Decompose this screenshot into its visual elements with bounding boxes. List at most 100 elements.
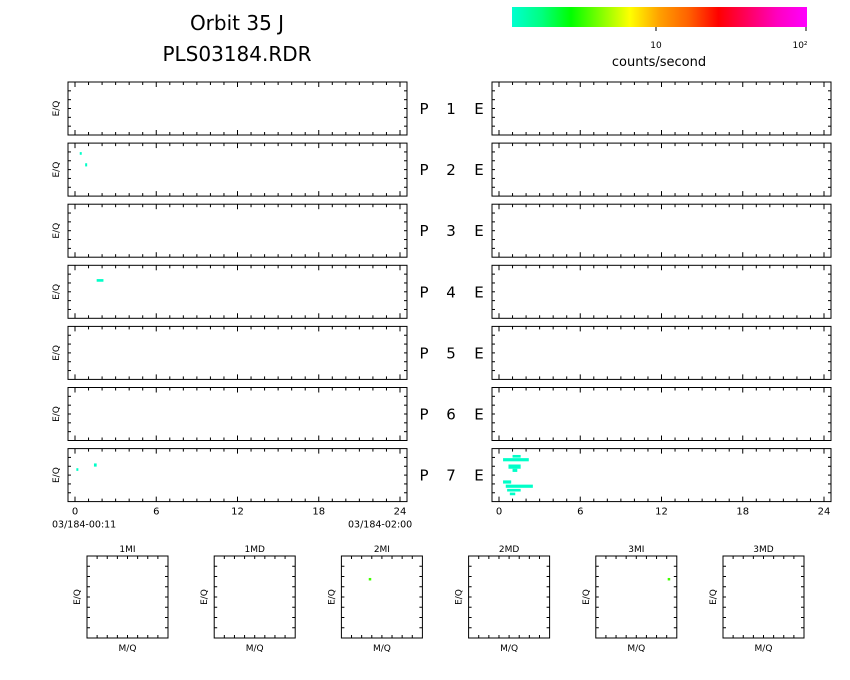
x-tick-label-right: 0: [496, 507, 502, 518]
panel-row-5: E/Q P 5 E: [52, 325, 832, 380]
ylabel-e-q: E/Q: [52, 467, 62, 483]
mq-ylabel: E/Q: [455, 589, 465, 605]
mq-xlabel: M/Q: [500, 644, 518, 654]
panel-row-7: E/Q P 7 E 0 0 6 6 12 12 18 18 24 24 03/184-00:11 03/184…: [52, 448, 832, 531]
left-panel-frame: [67, 387, 408, 441]
panel-letter-e: E: [474, 283, 483, 301]
panel-letter-p: P: [419, 344, 428, 362]
panel-letter-e: E: [474, 161, 483, 179]
right-panel-frame: [491, 264, 832, 319]
right-panel-ticks: [492, 387, 831, 441]
data-mark-right: [508, 464, 521, 469]
ylabel-e-q: E/Q: [52, 345, 62, 361]
mq-ylabel: E/Q: [327, 589, 337, 605]
mq-data-mark: [667, 577, 671, 581]
mq-xlabel: M/Q: [119, 644, 137, 654]
mq-ylabel: E/Q: [200, 589, 210, 605]
colorbar-tick-label-10: 10: [650, 41, 662, 51]
time-panels: E/Q P 1 EE/Q P 2 EE/Q P 3 EE/Q P 4 EE/Q P 5 EE/Q P 6 EE/Q P…: [52, 81, 832, 531]
figure-subtitle: PLS03184.RDR: [162, 42, 311, 66]
panel-number: 6: [446, 406, 456, 424]
left-panel-frame: [67, 203, 408, 258]
panel-row-2: E/Q P 2 E: [52, 142, 832, 197]
right-panel-frame: [491, 448, 832, 503]
panel-letter-p: P: [419, 406, 428, 424]
figure-title: Orbit 35 J: [190, 11, 284, 35]
panel-letter-p: P: [419, 222, 428, 240]
mq-panel-ticks: [341, 556, 423, 638]
panel-row-4: E/Q P 4 E: [52, 264, 832, 319]
colorbar: [512, 7, 807, 27]
right-panel-ticks: [492, 82, 831, 135]
right-panel-frame: [491, 203, 832, 258]
ylabel-e-q: E/Q: [52, 284, 62, 300]
left-panel-ticks: [68, 387, 407, 441]
mq-panel-title: 1MI: [119, 545, 135, 555]
mq-panel-frame: [86, 555, 169, 639]
mq-xlabel: M/Q: [246, 644, 264, 654]
x-tick-label-left: 18: [312, 507, 325, 518]
left-panel-frame: [67, 448, 408, 503]
colorbar-tick-label-100: 10²: [792, 41, 807, 51]
panel-number: 7: [446, 467, 456, 485]
panel-number: 1: [446, 100, 456, 118]
x-tick-label-right: 12: [655, 507, 668, 518]
mq-panel-ticks: [214, 556, 296, 638]
mq-panel-frame: [213, 555, 296, 639]
ylabel-e-q: E/Q: [52, 406, 62, 422]
panel-letter-p: P: [419, 161, 428, 179]
panel-row-1: E/Q P 1 E: [52, 81, 832, 136]
end-time-label: 03/184-02:00: [348, 520, 412, 531]
mq-panel-3md: 3MD M/Q E/Q: [709, 545, 805, 654]
panel-row-6: E/Q P 6 E: [52, 387, 832, 441]
panel-letter-e: E: [474, 467, 483, 485]
mq-panel-title: 3MD: [753, 545, 773, 555]
x-tick-label-left: 24: [394, 507, 407, 518]
mq-ylabel: E/Q: [709, 589, 719, 605]
data-mark-left: [93, 463, 97, 467]
mq-panel-title: 1MD: [244, 545, 264, 555]
mq-panels: 1MI M/Q E/Q 1MD M/Q E/Q 2MI M/Q E/Q 2MD M/Q E/Q 3MI M…: [73, 545, 805, 654]
mq-panel-frame: [722, 555, 805, 639]
left-panel-frame: [67, 325, 408, 380]
right-panel-ticks: [492, 448, 831, 502]
data-mark-right: [507, 488, 521, 492]
mq-panel-2md: 2MD M/Q E/Q: [455, 545, 551, 654]
panel-letter-e: E: [474, 344, 483, 362]
mq-panel-1mi: 1MI M/Q E/Q: [73, 545, 169, 654]
panel-number: 3: [446, 222, 456, 240]
mq-xlabel: M/Q: [373, 644, 391, 654]
mq-xlabel: M/Q: [627, 644, 645, 654]
left-panel-frame: [67, 81, 408, 136]
data-mark-left: [96, 279, 104, 282]
data-mark-right: [512, 468, 518, 472]
right-panel-frame: [491, 387, 832, 441]
mq-panel-frame: [468, 555, 551, 639]
mq-panel-ticks: [468, 556, 550, 638]
data-mark-left: [85, 163, 88, 167]
mq-panel-title: 2MD: [499, 545, 519, 555]
panel-number: 2: [446, 161, 456, 179]
panel-number: 5: [446, 344, 456, 362]
left-panel-ticks: [68, 448, 407, 502]
left-panel-ticks: [68, 82, 407, 135]
panel-number: 4: [446, 283, 456, 301]
mq-panel-frame: [340, 555, 423, 639]
left-panel-ticks: [68, 265, 407, 319]
mq-data-mark: [368, 577, 372, 581]
data-mark-right: [505, 484, 533, 488]
ylabel-e-q: E/Q: [52, 101, 62, 117]
panel-letter-e: E: [474, 222, 483, 240]
data-mark-left: [76, 468, 79, 471]
panel-letter-e: E: [474, 100, 483, 118]
right-panel-ticks: [492, 143, 831, 197]
data-mark-right: [503, 480, 512, 484]
x-tick-label-left: 12: [231, 507, 244, 518]
right-panel-ticks: [492, 204, 831, 258]
left-panel-ticks: [68, 326, 407, 380]
left-panel-ticks: [68, 204, 407, 258]
mq-panel-ticks: [87, 556, 168, 638]
right-panel-ticks: [492, 265, 831, 319]
x-tick-label-right: 6: [577, 507, 583, 518]
